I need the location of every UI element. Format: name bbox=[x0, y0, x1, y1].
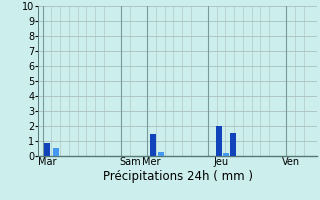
Bar bbox=[230, 133, 236, 156]
Bar bbox=[44, 143, 50, 156]
Bar bbox=[158, 152, 164, 156]
Bar bbox=[216, 126, 222, 156]
X-axis label: Précipitations 24h ( mm ): Précipitations 24h ( mm ) bbox=[103, 170, 252, 183]
Bar bbox=[150, 134, 156, 156]
Bar bbox=[53, 148, 59, 156]
Bar bbox=[223, 153, 229, 156]
